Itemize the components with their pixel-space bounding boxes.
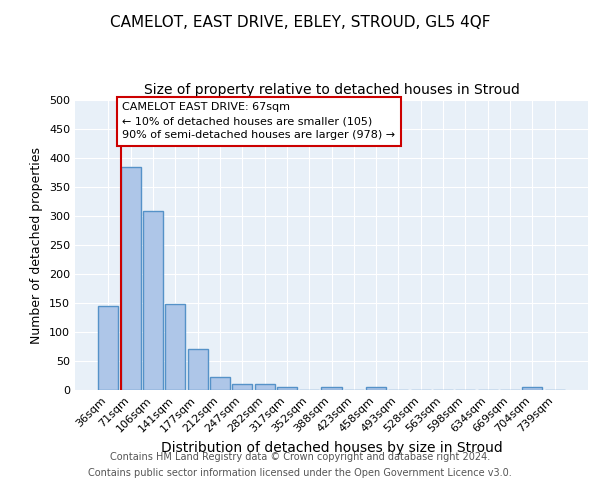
Bar bbox=[98, 306, 118, 390]
Text: Contains HM Land Registry data © Crown copyright and database right 2024.: Contains HM Land Registry data © Crown c… bbox=[110, 452, 490, 462]
Bar bbox=[210, 376, 230, 390]
Text: Contains public sector information licensed under the Open Government Licence v3: Contains public sector information licen… bbox=[88, 468, 512, 477]
Bar bbox=[277, 387, 297, 390]
Title: Size of property relative to detached houses in Stroud: Size of property relative to detached ho… bbox=[143, 84, 520, 98]
Bar bbox=[188, 349, 208, 390]
Bar bbox=[322, 387, 341, 390]
Bar bbox=[366, 387, 386, 390]
Bar bbox=[522, 387, 542, 390]
X-axis label: Distribution of detached houses by size in Stroud: Distribution of detached houses by size … bbox=[161, 441, 502, 455]
Text: CAMELOT, EAST DRIVE, EBLEY, STROUD, GL5 4QF: CAMELOT, EAST DRIVE, EBLEY, STROUD, GL5 … bbox=[110, 15, 490, 30]
Bar bbox=[232, 384, 252, 390]
Y-axis label: Number of detached properties: Number of detached properties bbox=[31, 146, 43, 344]
Text: CAMELOT EAST DRIVE: 67sqm
← 10% of detached houses are smaller (105)
90% of semi: CAMELOT EAST DRIVE: 67sqm ← 10% of detac… bbox=[122, 102, 395, 141]
Bar bbox=[165, 304, 185, 390]
Bar bbox=[254, 384, 275, 390]
Bar bbox=[143, 212, 163, 390]
Bar bbox=[121, 166, 141, 390]
